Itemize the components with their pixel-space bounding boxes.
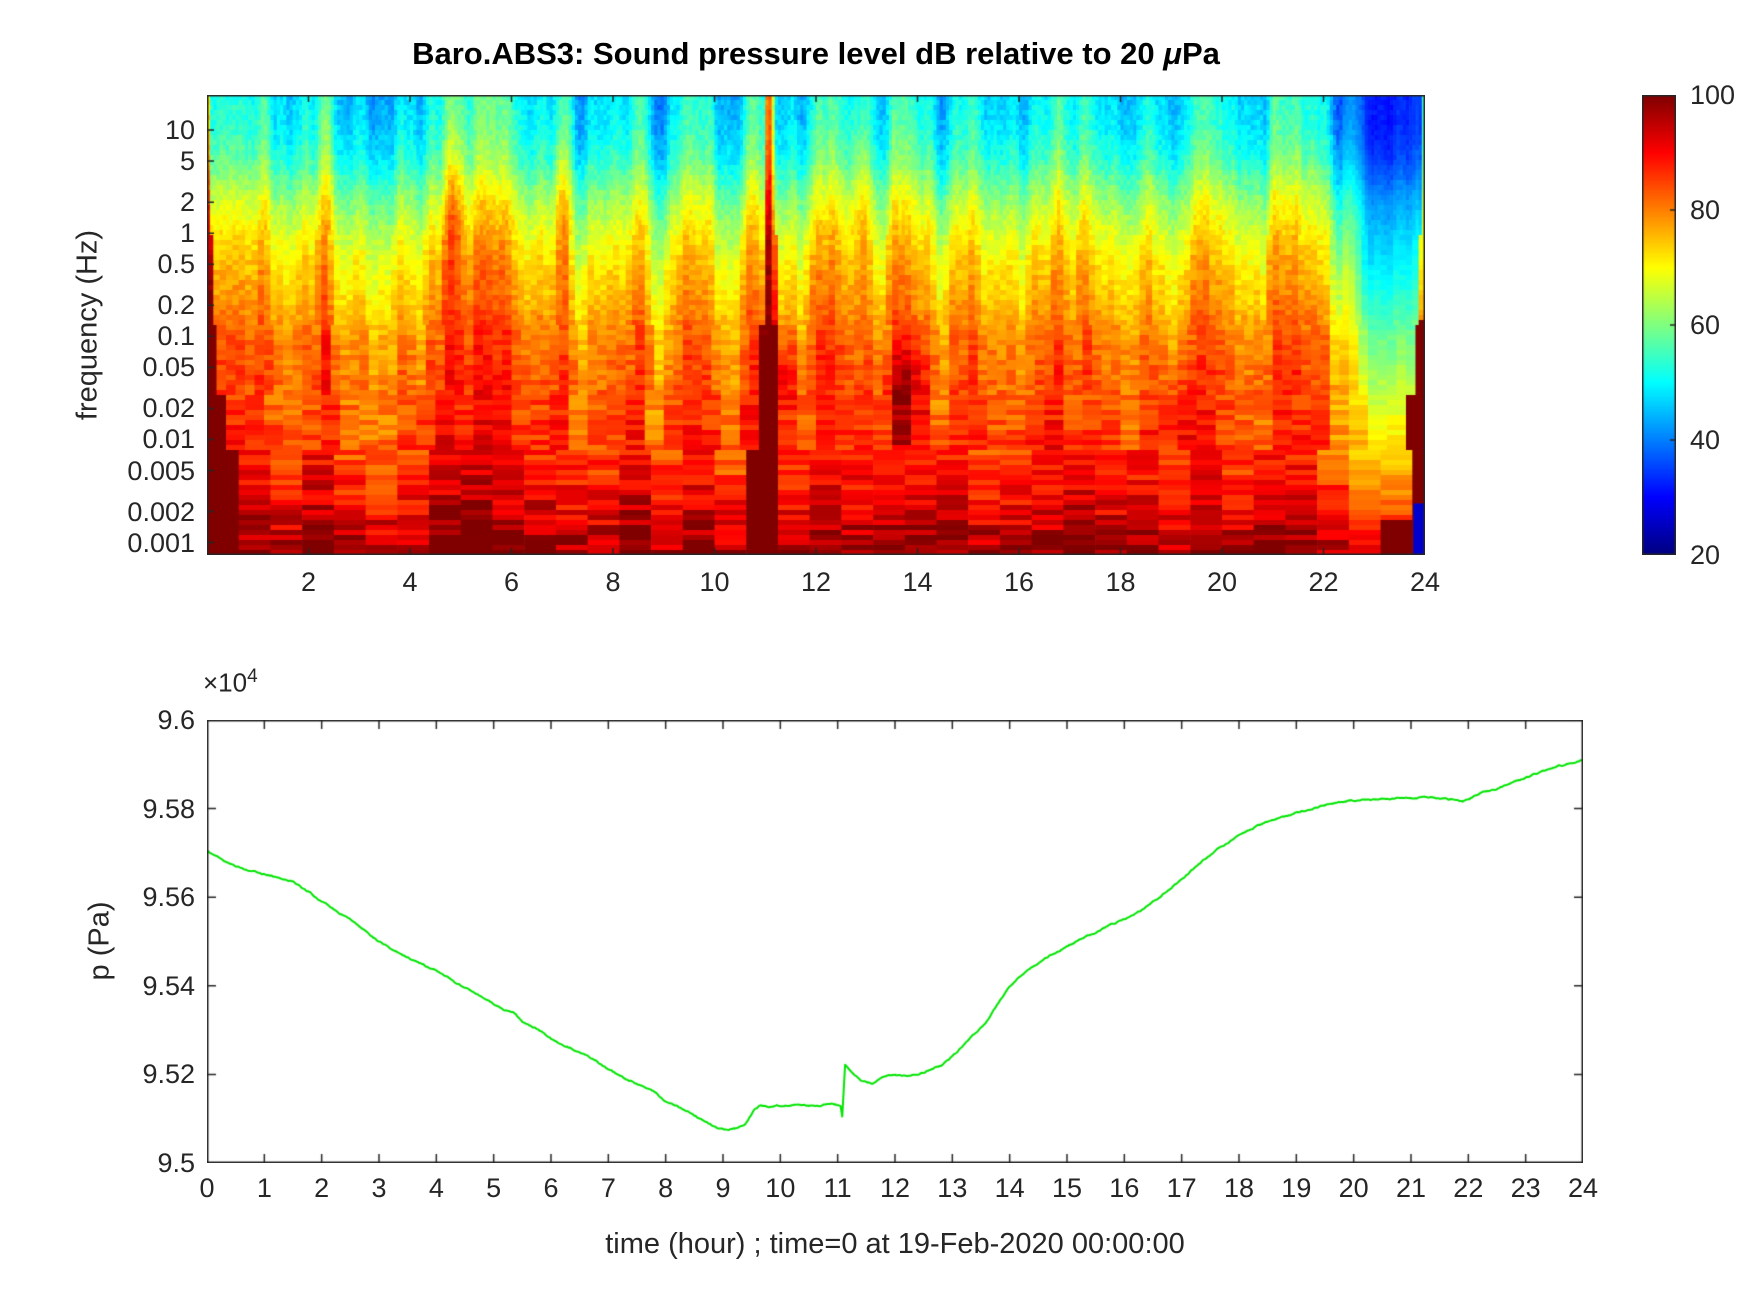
pressure-ytick: 9.54: [142, 970, 195, 1001]
spectrogram-xtick: 18: [1105, 567, 1136, 597]
y-axis-exponent: ×104: [203, 666, 258, 699]
pressure-xtick: 5: [486, 1173, 502, 1203]
pressure-xtick: 3: [371, 1173, 387, 1203]
spectrogram-ytick: 0.02: [142, 393, 195, 424]
spectrogram-xtick: 14: [902, 567, 933, 597]
pressure-xtick: 8: [658, 1173, 674, 1203]
spectrogram-xtick: 4: [402, 567, 418, 597]
spectrogram-ytick: 0.1: [157, 321, 195, 352]
pressure-xtick: 13: [937, 1173, 968, 1203]
pressure-xtick: 18: [1223, 1173, 1255, 1203]
pressure-xtick: 2: [314, 1173, 330, 1203]
pressure-xtick: 9: [715, 1173, 731, 1203]
pressure-xtick: 17: [1166, 1173, 1197, 1203]
spectrogram-xtick: 2: [300, 567, 317, 597]
colorbar-tick: 20: [1690, 540, 1721, 570]
pressure-xtick: 20: [1338, 1173, 1369, 1203]
spectrogram-ytick: 0.5: [157, 249, 195, 280]
colorbar-tick: 60: [1690, 310, 1721, 340]
pressure-xtick: 1: [256, 1173, 272, 1203]
colorbar-tick: 100: [1690, 80, 1736, 110]
pressure-ytick: 9.6: [157, 705, 195, 735]
pressure-xtick: 14: [994, 1173, 1025, 1203]
pressure-xtick: 11: [823, 1173, 852, 1203]
exponent-power: 4: [247, 666, 258, 687]
spectrogram-ytick: 5: [179, 146, 195, 177]
spectrogram-title: Baro.ABS3: Sound pressure level dB relat…: [207, 36, 1425, 72]
exponent-base: ×10: [203, 667, 248, 698]
spectrogram-xtick: 22: [1308, 567, 1339, 597]
pressure-xtick: 12: [879, 1173, 911, 1203]
spectrogram-xtick: 24: [1409, 567, 1441, 597]
colorbar-tick: 40: [1690, 425, 1721, 455]
pressure-xtick: 10: [765, 1173, 796, 1203]
pressure-xtick: 7: [600, 1173, 616, 1203]
pressure-ytick: 9.52: [142, 1059, 195, 1090]
spectrogram-image: [207, 95, 1425, 555]
spectrogram-ytick: 0.005: [127, 455, 195, 486]
spectrogram-ytick: 0.05: [142, 352, 195, 383]
pressure-xtick: 6: [543, 1173, 559, 1203]
pressure-xtick: 21: [1395, 1173, 1427, 1203]
spectrogram-ytick: 0.002: [127, 496, 195, 527]
pressure-xtick: 0: [199, 1173, 215, 1203]
pressure-ytick: 9.58: [142, 793, 195, 824]
spectrogram-ytick: 10: [164, 115, 195, 146]
pressure-xtick: 24: [1567, 1173, 1599, 1203]
pressure-ytick: 9.56: [142, 882, 195, 913]
spectrogram-ytick: 1: [179, 218, 195, 249]
pressure-xtick: 19: [1281, 1173, 1312, 1203]
title-text: Baro.ABS3: Sound pressure level dB relat…: [412, 36, 1164, 71]
spectrogram-xtick: 10: [699, 567, 730, 597]
spectrogram-xtick: 8: [605, 567, 621, 597]
spectrogram-xtick: 16: [1003, 567, 1035, 597]
pressure-xtick: 22: [1453, 1173, 1484, 1203]
pressure-plot: [207, 720, 1583, 1163]
pressure-xtick: 23: [1510, 1173, 1541, 1203]
spectrogram-xtick: 12: [800, 567, 832, 597]
colorbar: [1642, 95, 1676, 555]
colorbar-tick: 80: [1690, 195, 1721, 225]
pressure-xtick: 15: [1051, 1173, 1083, 1203]
title-mu-symbol: μ: [1163, 36, 1182, 71]
pressure-xlabel: time (hour) ; time=0 at 19-Feb-2020 00:0…: [605, 1228, 1185, 1260]
pressure-ytick: 9.5: [157, 1148, 195, 1178]
spectrogram-ytick: 0.001: [127, 527, 195, 558]
spectrogram-ytick: 0.01: [142, 424, 195, 455]
pressure-xtick: 4: [428, 1173, 444, 1203]
spectrogram-xtick: 20: [1206, 567, 1238, 597]
pressure-ylabel: p (Pa): [83, 901, 116, 981]
pressure-xtick: 16: [1109, 1173, 1140, 1203]
spectrogram-ytick: 0.2: [157, 290, 195, 321]
spectrogram-ytick: 2: [179, 187, 195, 218]
spectrogram-xtick: 6: [503, 567, 520, 597]
title-unit: Pa: [1181, 36, 1220, 71]
